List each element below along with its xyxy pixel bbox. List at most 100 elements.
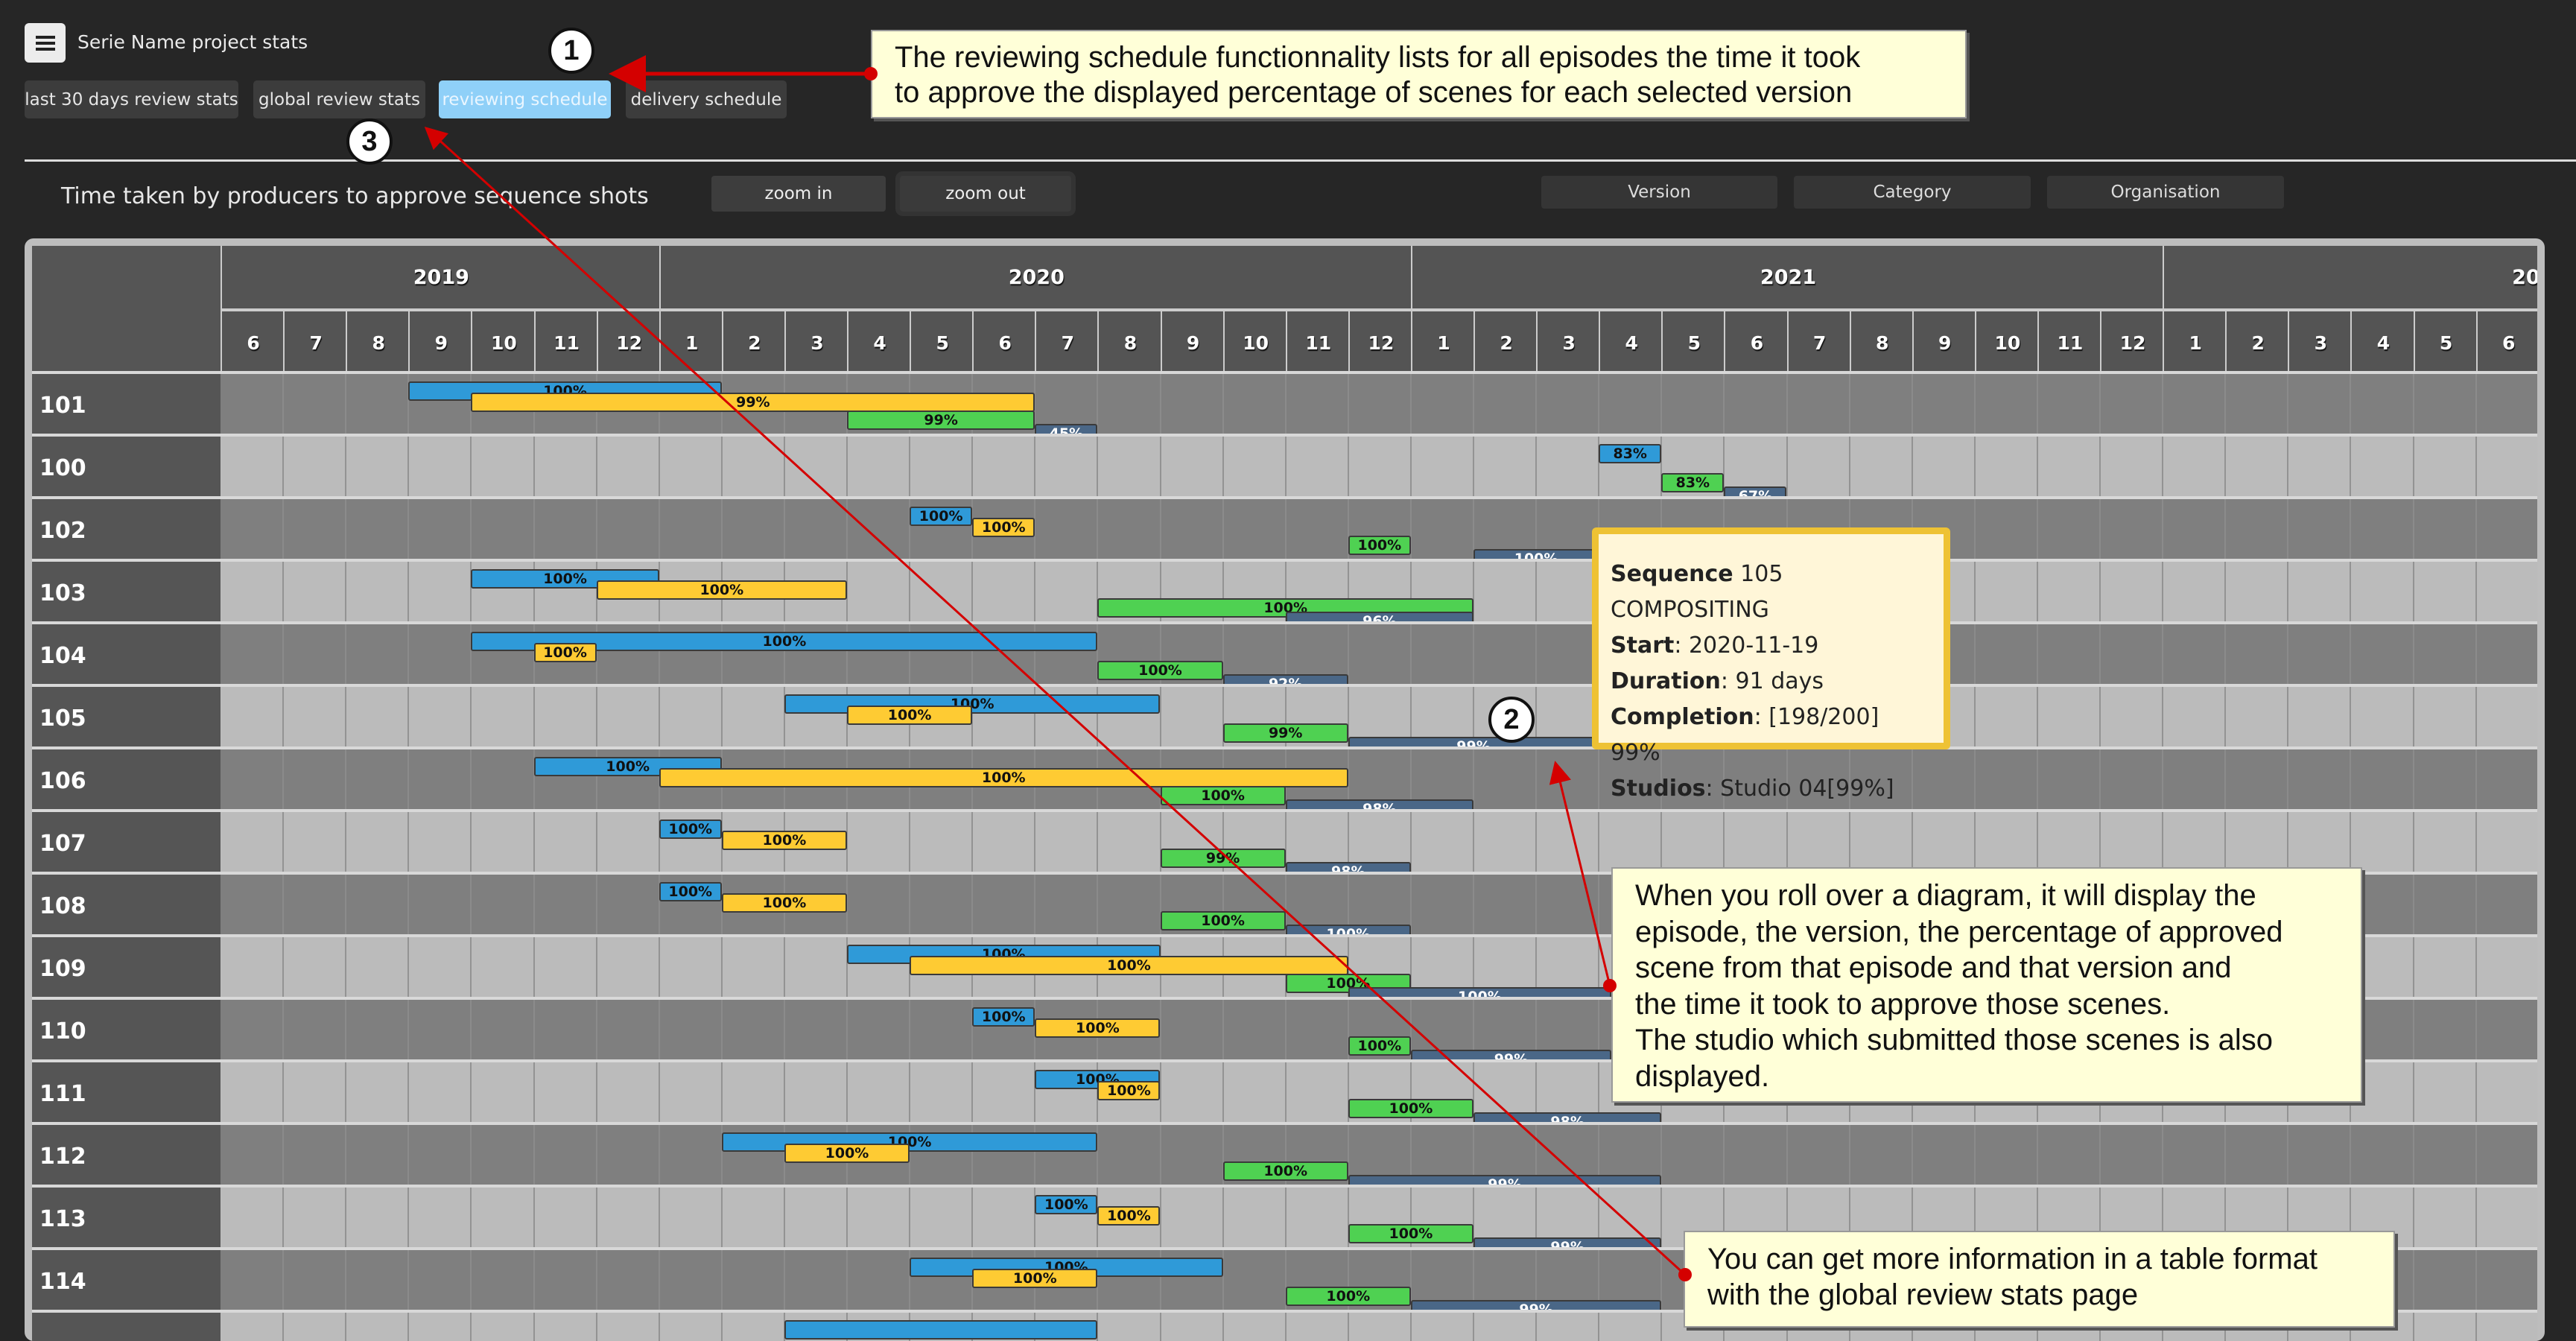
- schedule-bar-green[interactable]: 100%: [1160, 911, 1286, 931]
- month-header: 7: [1035, 308, 1100, 374]
- grid-line: [533, 1250, 535, 1313]
- schedule-bar-yellow[interactable]: 100%: [847, 706, 973, 725]
- grid-line: [595, 937, 597, 1000]
- tab-reviewing-schedule[interactable]: reviewing schedule: [439, 80, 611, 118]
- callout-line: The reviewing schedule functionnality li…: [895, 41, 1861, 74]
- schedule-bar-yellow[interactable]: 99%: [471, 393, 1035, 412]
- tab-global-review-stats[interactable]: global review stats: [253, 80, 425, 118]
- grid-line: [2475, 1000, 2477, 1062]
- grid-line: [533, 1313, 535, 1341]
- schedule-bar-green[interactable]: 100%: [1097, 661, 1223, 680]
- schedule-bar-green[interactable]: 99%: [847, 410, 1035, 430]
- episode-row: 106 100% 100% 100% 98%: [32, 746, 2537, 819]
- schedule-bar-yellow[interactable]: 100%: [721, 893, 847, 913]
- grid-line: [783, 437, 785, 499]
- grid-line: [2287, 562, 2289, 624]
- schedule-bar-yellow[interactable]: 100%: [1097, 1206, 1161, 1226]
- grid-line: [595, 1188, 597, 1250]
- zoom-in-button[interactable]: zoom in: [711, 176, 886, 212]
- tab-delivery-schedule[interactable]: delivery schedule: [626, 80, 787, 118]
- menu-button[interactable]: [25, 23, 66, 63]
- grid-line: [345, 562, 347, 624]
- schedule-bar-yellow[interactable]: 100%: [972, 1269, 1098, 1288]
- grid-line: [1034, 562, 1036, 624]
- grid-line: [2036, 562, 2038, 624]
- schedule-bar-green[interactable]: 100%: [1348, 1099, 1473, 1118]
- grid-line: [1473, 374, 1474, 437]
- schedule-bar-blue[interactable]: 100%: [721, 1132, 1098, 1152]
- schedule-bar-yellow[interactable]: 100%: [596, 580, 847, 600]
- month-header: 3: [1536, 308, 1601, 374]
- grid-line: [1598, 749, 1600, 812]
- grid-line: [2224, 1188, 2227, 1250]
- schedule-bar-green[interactable]: 100%: [1285, 1287, 1411, 1306]
- schedule-bar-yellow[interactable]: 100%: [1097, 1081, 1161, 1100]
- callout-line: You can get more information in a table …: [1707, 1243, 2318, 1275]
- grid-line: [909, 1188, 911, 1250]
- zoom-out-button[interactable]: zoom out: [900, 176, 1071, 212]
- grid-line: [1660, 374, 1663, 437]
- schedule-bar-green[interactable]: 100%: [1348, 1036, 1411, 1056]
- schedule-bar-blue[interactable]: 83%: [1599, 444, 1662, 463]
- grid-line: [470, 687, 472, 749]
- grid-line: [720, 1188, 723, 1250]
- schedule-bar-blue[interactable]: 100%: [784, 694, 1161, 714]
- grid-line: [2162, 687, 2164, 749]
- schedule-bar-yellow[interactable]: 100%: [659, 768, 1348, 787]
- grid-line: [2162, 1188, 2164, 1250]
- schedule-bar-yellow[interactable]: 100%: [533, 643, 597, 662]
- schedule-bar-green[interactable]: 99%: [1222, 723, 1348, 743]
- schedule-bar-green[interactable]: 100%: [1160, 786, 1286, 805]
- version-filter[interactable]: Version: [1541, 176, 1777, 209]
- grid-line: [2350, 1125, 2352, 1188]
- schedule-bar-blue[interactable]: 100%: [972, 1007, 1035, 1027]
- episode-lane: 100% 100% 99% 98%: [221, 812, 2537, 881]
- episode-label: 110: [32, 1000, 221, 1062]
- grid-line: [2350, 749, 2352, 812]
- schedule-bar-yellow[interactable]: 100%: [910, 956, 1348, 975]
- schedule-bar-yellow[interactable]: 100%: [972, 518, 1035, 537]
- grid-line: [2224, 1125, 2227, 1188]
- schedule-bar-blue[interactable]: 100%: [659, 882, 722, 901]
- schedule-bar-green[interactable]: 100%: [1348, 536, 1411, 555]
- schedule-bar-green[interactable]: 83%: [1661, 473, 1725, 492]
- tooltip-studios: Studios: Studio 04[99%]: [1611, 776, 1894, 802]
- schedule-bar-blue[interactable]: 100%: [1035, 1195, 1098, 1214]
- schedule-bar-blue[interactable]: 100%: [910, 507, 973, 526]
- grid-line: [1473, 812, 1474, 875]
- episode-lane: 100% 100% 100% 92%: [221, 624, 2537, 694]
- month-header: 1: [2163, 308, 2227, 374]
- schedule-bar-yellow[interactable]: 100%: [1035, 1018, 1161, 1038]
- grid-line: [2475, 374, 2477, 437]
- schedule-bar-yellow[interactable]: 100%: [784, 1144, 910, 1163]
- schedule-bar-yellow[interactable]: 100%: [721, 831, 847, 850]
- grid-line: [1034, 875, 1036, 937]
- tab-last-30-days-review-stats[interactable]: last 30 days review stats: [25, 80, 238, 118]
- grid-line: [2412, 1062, 2414, 1125]
- grid-line: [345, 1062, 347, 1125]
- grid-line: [345, 687, 347, 749]
- grid-line: [2412, 374, 2414, 437]
- organisation-filter[interactable]: Organisation: [2047, 176, 2284, 209]
- tooltip-start: Start: 2020-11-19: [1611, 633, 1819, 659]
- grid-line: [1222, 1250, 1224, 1313]
- grid-line: [533, 875, 535, 937]
- schedule-bar-green[interactable]: 99%: [1160, 849, 1286, 868]
- grid-line: [2287, 1125, 2289, 1188]
- grid-line: [1723, 1125, 1725, 1188]
- grid-line: [1473, 437, 1474, 499]
- category-filter[interactable]: Category: [1794, 176, 2031, 209]
- month-header: 10: [1222, 308, 1287, 374]
- schedule-bar-green[interactable]: 100%: [1348, 1224, 1473, 1243]
- episode-row: 100 83% 83% 67%: [32, 434, 2537, 506]
- grid-line: [282, 687, 285, 749]
- grid-line: [1660, 812, 1663, 875]
- grid-line: [282, 749, 285, 812]
- grid-line: [1347, 1250, 1349, 1313]
- grid-line: [1786, 437, 1788, 499]
- grid-line: [658, 1000, 660, 1062]
- grid-line: [1473, 624, 1474, 687]
- schedule-bar-blue[interactable]: 100%: [659, 820, 722, 839]
- schedule-bar-green[interactable]: 100%: [1222, 1161, 1348, 1181]
- episode-row: 101 100% 99% 99% 45%: [32, 371, 2537, 443]
